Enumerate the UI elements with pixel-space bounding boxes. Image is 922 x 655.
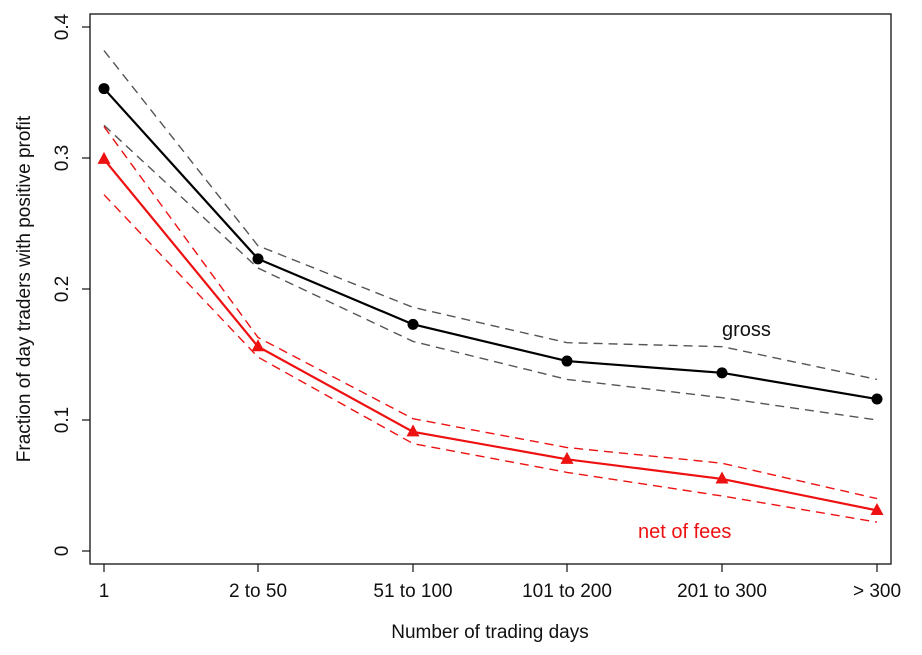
series-gross-lower-bound	[103, 124, 878, 421]
series-layer	[97, 50, 884, 523]
series-net-of-fees-point	[251, 339, 265, 352]
series-gross-point	[252, 253, 264, 265]
series-net-of-fees-lower-bound	[103, 194, 878, 523]
x-axis: 1 2 to 50 51 to 100 101 to 200 201 to 300 > 3…	[99, 564, 901, 602]
series-net-of-fees-point	[97, 151, 111, 164]
series-label-gross: gross	[722, 319, 771, 341]
y-tick-label: 0.3	[52, 145, 73, 171]
series-net-of-fees-point	[870, 502, 884, 515]
y-axis-title: Fraction of day traders with positive pr…	[14, 115, 35, 462]
y-tick-label: 0.2	[52, 276, 73, 302]
series-gross-point	[98, 83, 110, 95]
series-net-of-fees-line	[103, 158, 878, 512]
series-net-of-fees-point	[715, 471, 729, 484]
x-tick-label: > 300	[853, 581, 901, 602]
series-gross-point	[407, 318, 419, 330]
x-tick-label: 2 to 50	[229, 581, 287, 602]
series-gross-line	[103, 87, 878, 401]
series-gross-point	[561, 355, 573, 367]
y-tick-label: 0	[52, 546, 73, 557]
x-tick-label: 201 to 300	[677, 581, 767, 602]
series-net-of-fees-upper-bound	[103, 126, 878, 500]
series-net-of-fees-point	[406, 424, 420, 437]
y-axis: 0 0.1 0.2 0.3 0.4	[52, 13, 90, 556]
y-tick-label: 0.1	[52, 407, 73, 433]
y-tick-label: 0.4	[52, 13, 73, 40]
series-gross-upper-bound	[103, 50, 878, 381]
x-tick-label: 51 to 100	[373, 581, 452, 602]
series-gross-point	[871, 393, 883, 405]
series-gross-point	[716, 367, 728, 379]
series-net-of-fees-point	[560, 451, 574, 464]
x-tick-label: 101 to 200	[522, 581, 612, 602]
x-tick-label: 1	[99, 581, 110, 602]
x-axis-title: Number of trading days	[391, 622, 589, 643]
series-label-net-of-fees: net of fees	[638, 521, 731, 543]
